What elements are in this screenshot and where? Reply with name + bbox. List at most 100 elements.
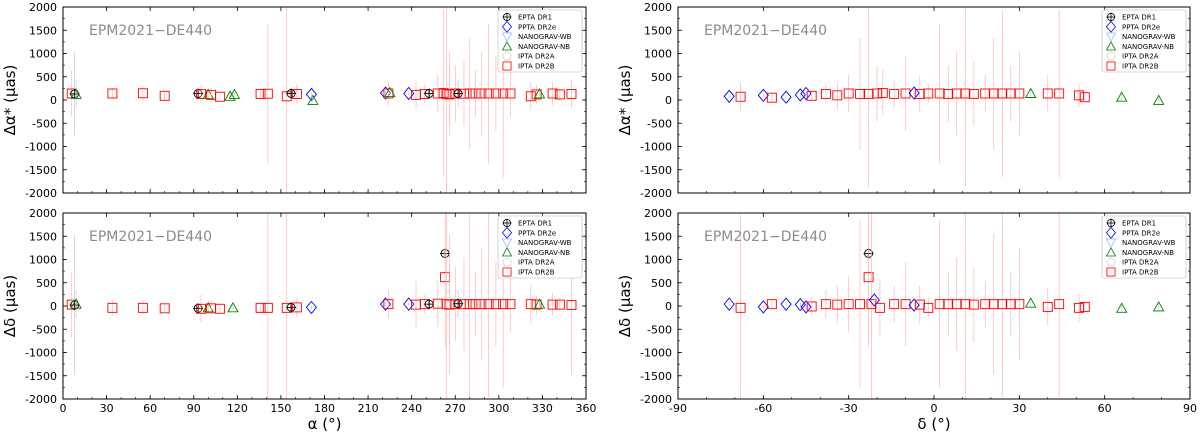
data-point [424, 88, 435, 99]
chart-panel-2: -2000 -1500 -1000 -500 0 500 1000 1500 2000 Δα* (… [616, 1, 1191, 200]
x-tick-label: 150 [270, 402, 291, 415]
y-tick-label: 1000 [29, 48, 57, 61]
legend-label: NANOGRAV-NB [1122, 43, 1174, 51]
data-point [1005, 299, 1016, 310]
data-point [438, 88, 449, 98]
data-point [1024, 297, 1037, 308]
y-tick-label: -500 [32, 117, 57, 130]
data-point [566, 89, 577, 99]
data-point [908, 86, 920, 100]
data-point [476, 88, 487, 99]
data-point [490, 88, 501, 99]
x-axis-label: δ (°) [917, 415, 950, 433]
plot-area [66, 213, 577, 399]
legend-item: NANOGRAV-NB [501, 41, 570, 51]
x-tick-label: 90 [187, 402, 201, 415]
legend-label: IPTA DR2B [518, 269, 555, 277]
data-point [843, 299, 854, 310]
data-point [533, 298, 546, 309]
y-tick-label: 1000 [644, 254, 672, 267]
legend-item: EPTA DR1 [1106, 218, 1156, 228]
data-point [780, 90, 792, 104]
y-tick-label: 500 [36, 71, 57, 84]
data-point [723, 89, 735, 103]
x-tick-label: 60 [143, 402, 157, 415]
legend-marker [502, 267, 512, 277]
legend-marker [502, 257, 512, 267]
y-tick-label: -1000 [640, 141, 672, 154]
data-point [533, 88, 546, 99]
chart-panel-1: -2000 -1500 -1000 -500 0 500 1000 1500 2000 Δα* (… [1, 1, 587, 200]
data-point [855, 89, 865, 99]
data-point [566, 300, 577, 311]
legend-label: NANOGRAV-NB [518, 43, 570, 51]
legend-marker [1105, 20, 1117, 33]
data-point [863, 272, 874, 283]
data-point [262, 302, 273, 313]
x-tick-label: 60 [1098, 402, 1112, 415]
data-point [794, 88, 806, 102]
legend-marker [1106, 12, 1116, 22]
data-point [908, 298, 920, 312]
data-point [498, 299, 509, 310]
y-tick-label: 1000 [644, 48, 672, 61]
data-point [202, 301, 215, 313]
y-tick-label: -500 [647, 117, 672, 130]
legend-label: IPTA DR2B [1122, 63, 1159, 71]
legend-label: NANOGRAV-WB [518, 33, 572, 41]
data-point [459, 299, 469, 310]
legend-marker [1106, 257, 1116, 267]
data-point [980, 299, 991, 310]
legend-label: IPTA DR2A [1122, 53, 1159, 61]
data-point [107, 88, 118, 99]
legend-item: NANOGRAV-NB [501, 247, 570, 257]
x-tick-label: 270 [445, 402, 466, 415]
legend-marker [501, 238, 513, 248]
y-tick-label: 0 [50, 94, 57, 107]
legend-box [497, 9, 583, 73]
legend-item: IPTA DR2A [502, 51, 555, 61]
legend-label: PPTA DR2e [1122, 23, 1160, 31]
data-point [193, 88, 204, 99]
data-point [137, 88, 148, 99]
data-point [889, 89, 900, 99]
data-point [490, 299, 501, 310]
legend-item: IPTA DR2B [502, 267, 555, 277]
data-point [498, 88, 509, 99]
legend-label: IPTA DR2B [518, 63, 555, 71]
data-point [531, 299, 542, 310]
data-point [383, 299, 394, 310]
y-axis-label: Δα* (μas) [1, 65, 19, 136]
legend-item: IPTA DR2A [1106, 51, 1159, 61]
data-point [960, 88, 971, 99]
data-point [403, 297, 415, 311]
data-point [483, 299, 494, 310]
y-tick-label: -1500 [640, 164, 672, 177]
panel-annotation: EPM2021−DE440 [89, 23, 212, 39]
legend-label: PPTA DR2e [518, 229, 556, 237]
y-tick-label: 1000 [29, 254, 57, 267]
data-point [923, 88, 934, 99]
data-point [951, 88, 962, 99]
x-tick-label: -90 [669, 402, 687, 415]
data-point [988, 299, 999, 310]
data-point [470, 88, 481, 99]
panel-annotation: EPM2021−DE440 [704, 229, 827, 245]
data-point [1014, 88, 1025, 99]
legend-item: NANOGRAV-NB [1105, 247, 1174, 257]
legend-marker [502, 218, 512, 228]
data-point [1152, 94, 1165, 105]
legend-label: IPTA DR2A [518, 53, 555, 61]
legend-item: NANOGRAV-WB [501, 32, 572, 42]
data-point [766, 299, 777, 310]
y-tick-label: -1000 [25, 141, 57, 154]
legend-box [497, 215, 583, 279]
data-point [875, 302, 885, 313]
data-point [1005, 88, 1016, 99]
y-tick-label: -1500 [640, 370, 672, 383]
data-point [735, 302, 746, 313]
legend-label: EPTA DR1 [1122, 14, 1156, 22]
legend-label: NANOGRAV-WB [518, 239, 572, 247]
